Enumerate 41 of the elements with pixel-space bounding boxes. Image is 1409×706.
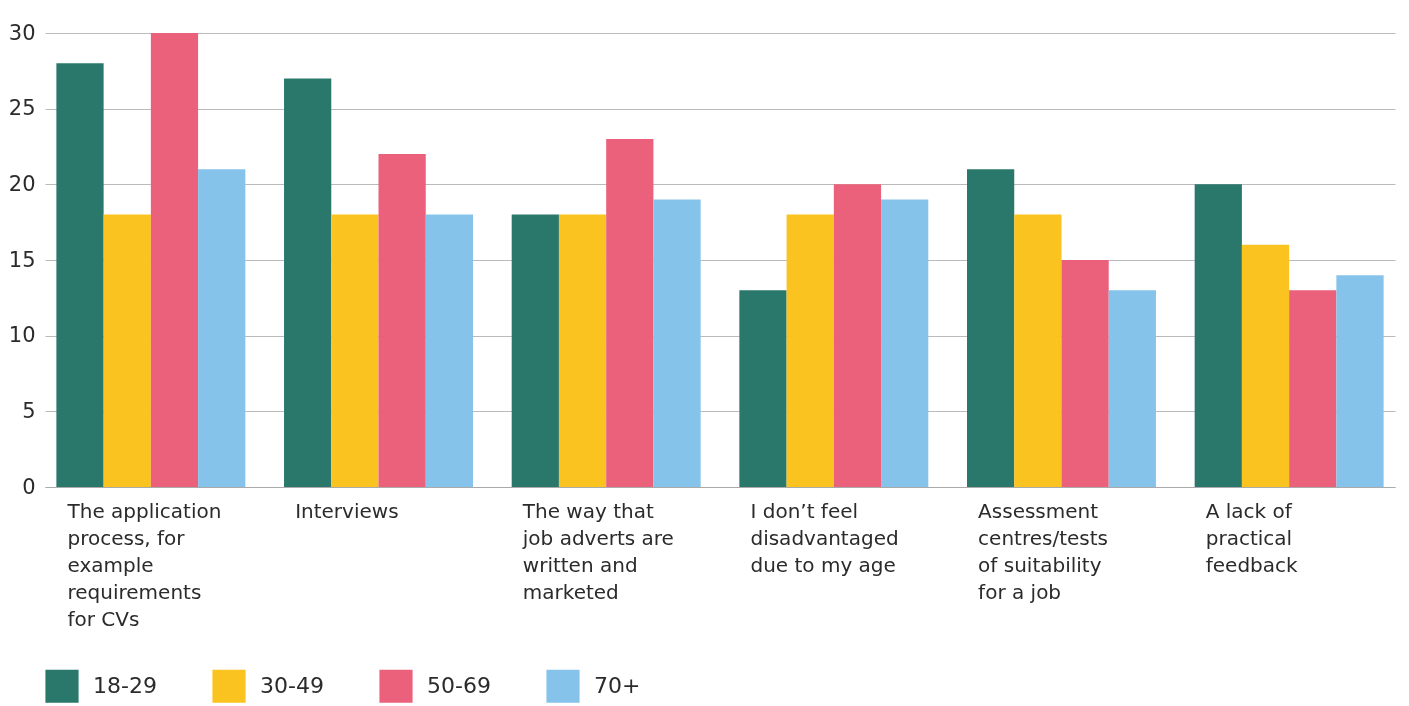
- bar: [425, 214, 473, 487]
- y-tick-label: 0: [22, 474, 36, 499]
- bar: [1014, 214, 1062, 487]
- bar: [378, 154, 426, 487]
- legend-label: 50-69: [427, 673, 491, 699]
- legend-label: 30-49: [260, 673, 324, 699]
- bar: [1194, 184, 1242, 487]
- bar: [833, 184, 882, 487]
- x-tick-label: Interviews: [295, 498, 399, 523]
- y-tick-label: 10: [8, 323, 36, 348]
- bar: [56, 63, 104, 487]
- bar: [103, 214, 151, 487]
- bar: [511, 214, 559, 487]
- bar: [1289, 290, 1337, 487]
- bar: [150, 33, 199, 487]
- bar: [786, 214, 834, 487]
- y-tick-label: 30: [8, 20, 36, 45]
- bar: [606, 138, 654, 487]
- x-tick-label: A lack of practical feedback: [1205, 498, 1299, 577]
- bar: [1108, 290, 1156, 487]
- y-tick-label: 25: [8, 96, 36, 121]
- y-tick-label: 5: [22, 398, 36, 423]
- x-tick-label: The way that job adverts are written and marketed: [521, 498, 674, 604]
- y-tick-label: 15: [8, 247, 36, 272]
- bar: [1241, 244, 1290, 487]
- legend-label: 18-29: [93, 673, 157, 699]
- bar: [881, 199, 929, 487]
- bar: [284, 78, 332, 487]
- bar: [739, 290, 787, 487]
- bar: [331, 214, 379, 487]
- bar: [198, 169, 246, 487]
- bar: [1336, 275, 1384, 487]
- bar: [653, 199, 701, 487]
- x-tick-label: I don’t feel disadvantaged due to my age: [750, 498, 899, 577]
- bar: [967, 169, 1015, 487]
- x-tick-label: Assessment centres/tests of suitability for a job: [978, 498, 1109, 604]
- bar: [1061, 260, 1109, 487]
- x-tick-label: The application process, for example requirements for CVs: [66, 498, 222, 631]
- legend-label: 70+: [594, 673, 641, 699]
- y-tick-label: 20: [8, 171, 36, 196]
- bar: [558, 214, 607, 487]
